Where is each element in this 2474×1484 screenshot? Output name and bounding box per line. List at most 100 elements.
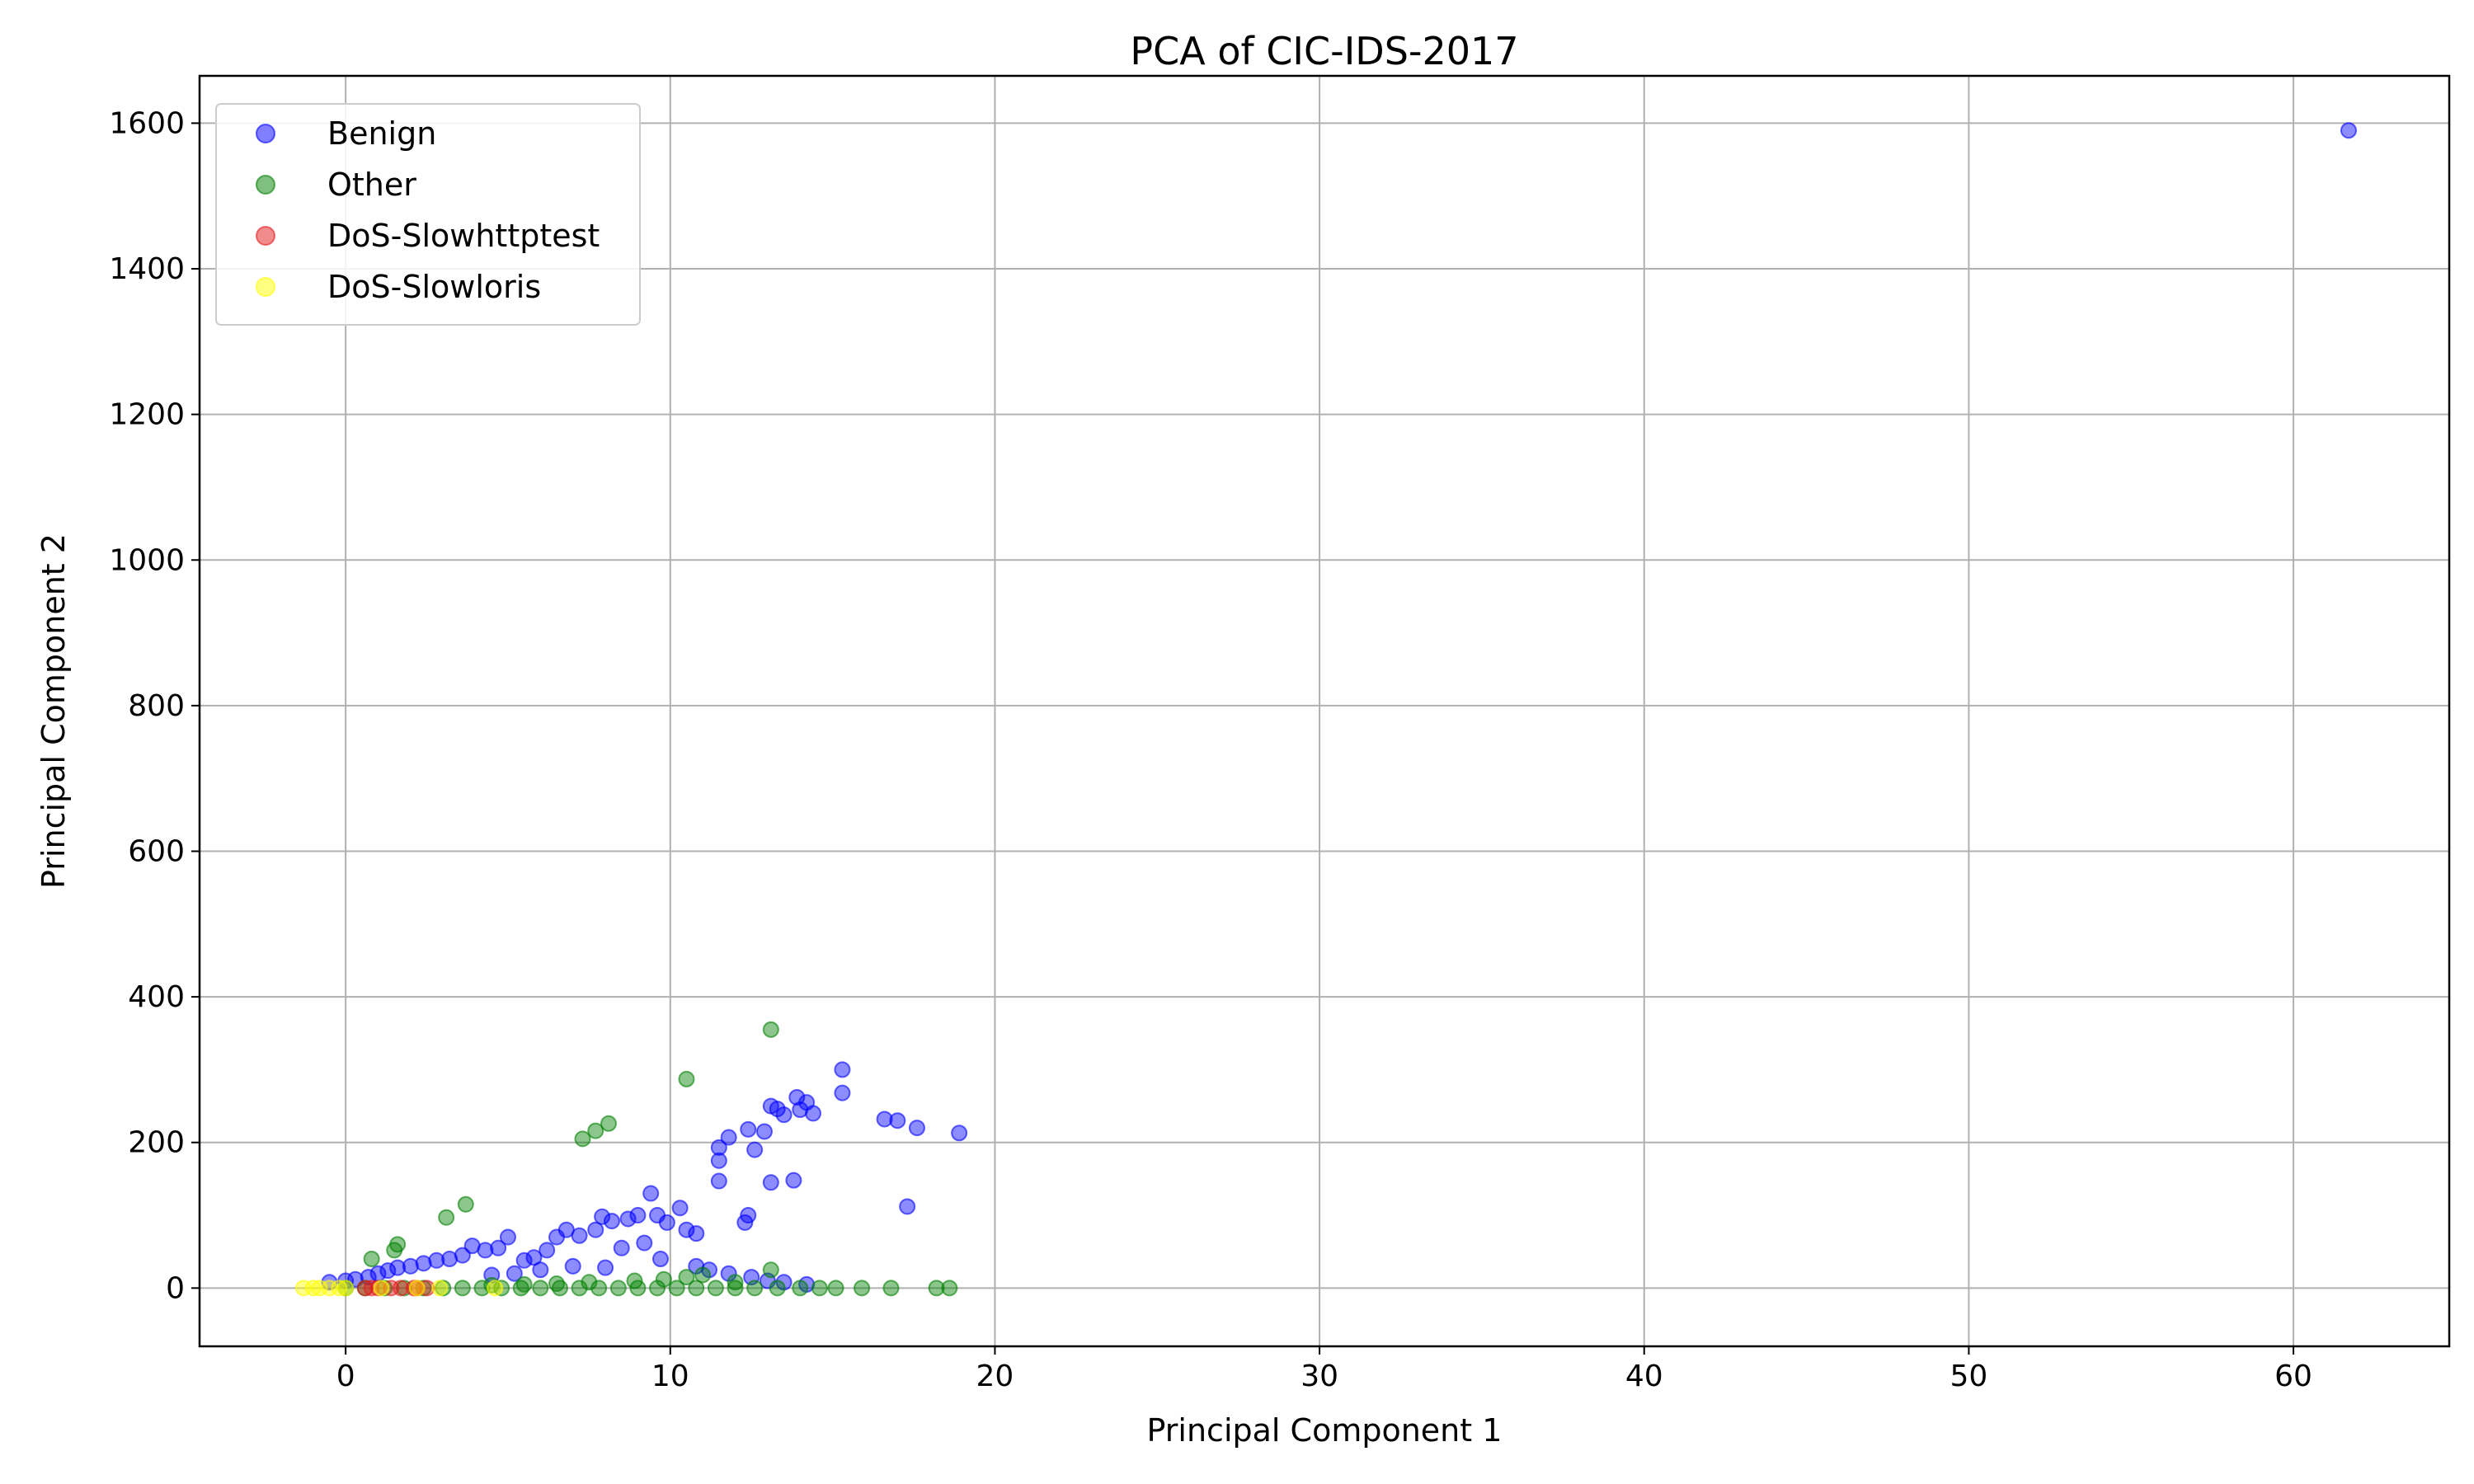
legend-marker <box>256 226 275 246</box>
scatter-point-series-0 <box>899 1198 916 1215</box>
scatter-point-series-0 <box>688 1225 705 1242</box>
scatter-point-series-0 <box>876 1111 893 1128</box>
scatter-point-series-1 <box>941 1280 958 1297</box>
scatter-point-series-0 <box>649 1207 666 1224</box>
legend-marker <box>256 124 275 143</box>
scatter-point-series-0 <box>785 1172 802 1189</box>
scatter-point-series-1 <box>655 1270 672 1288</box>
scatter-point-series-1 <box>882 1280 900 1297</box>
scatter-point-series-3 <box>373 1280 390 1297</box>
scatter-point-series-0 <box>463 1237 481 1255</box>
chart-title: PCA of CIC-IDS-2017 <box>1130 29 1518 73</box>
plot-frame <box>198 74 2451 1348</box>
scatter-point-series-3 <box>337 1280 355 1297</box>
scatter-point-series-0 <box>908 1120 925 1137</box>
scatter-point-series-0 <box>490 1239 507 1256</box>
legend-box <box>215 103 641 326</box>
scatter-point-series-0 <box>834 1061 851 1078</box>
x-tick-label: 40 <box>1625 1360 1663 1393</box>
scatter-point-series-0 <box>539 1242 556 1259</box>
scatter-point-series-1 <box>590 1280 608 1297</box>
scatter-point-series-0 <box>587 1221 604 1238</box>
scatter-point-series-0 <box>2340 122 2357 139</box>
scatter-point-series-0 <box>441 1251 459 1268</box>
scatter-point-series-3 <box>487 1280 504 1297</box>
x-tick-label: 10 <box>651 1360 689 1393</box>
scatter-point-series-1 <box>707 1280 724 1297</box>
scatter-point-series-1 <box>727 1280 744 1297</box>
scatter-point-series-0 <box>379 1262 397 1280</box>
scatter-point-series-0 <box>415 1255 432 1272</box>
scatter-point-series-0 <box>792 1101 809 1118</box>
scatter-point-series-1 <box>515 1275 533 1293</box>
scatter-point-series-0 <box>775 1106 793 1124</box>
scatter-point-series-1 <box>769 1280 786 1297</box>
scatter-point-series-0 <box>499 1228 516 1246</box>
y-tick-label: 200 <box>128 1126 185 1160</box>
x-tick-label: 30 <box>1300 1360 1338 1393</box>
scatter-point-series-1 <box>928 1280 945 1297</box>
x-tick-label: 50 <box>1950 1360 1987 1393</box>
legend-label: Benign <box>327 115 436 152</box>
scatter-point-series-0 <box>710 1172 727 1190</box>
axis-ticks: 0 10 20 30 40 50 60020040060080010001200140016… <box>109 106 2312 1393</box>
y-tick-label: 800 <box>128 689 185 723</box>
y-tick-label: 400 <box>128 980 185 1014</box>
scatter-point-series-0 <box>834 1084 851 1101</box>
scatter-point-series-3 <box>331 1280 348 1297</box>
scatter-point-series-0 <box>678 1221 695 1238</box>
scatter-point-series-1 <box>363 1251 380 1268</box>
scatter-point-series-1 <box>473 1280 491 1297</box>
scatter-point-series-1 <box>678 1070 695 1087</box>
legend-label: Other <box>327 167 416 203</box>
scatter-point-series-3 <box>408 1280 426 1297</box>
scatter-point-series-1 <box>454 1280 471 1297</box>
scatter-point-series-0 <box>762 1174 779 1191</box>
scatter-point-series-1 <box>548 1275 566 1293</box>
scatter-point-series-1 <box>386 1242 403 1259</box>
scatter-point-series-1 <box>727 1274 744 1291</box>
scatter-point-series-0 <box>951 1125 968 1142</box>
data-points <box>294 122 2357 1297</box>
scatter-point-series-1 <box>762 1261 779 1279</box>
scatter-point-series-0 <box>548 1228 566 1246</box>
scatter-point-series-1 <box>438 1209 455 1226</box>
legend-label: DoS-Slowhttptest <box>327 218 600 254</box>
scatter-point-series-1 <box>581 1274 598 1291</box>
scatter-point-series-1 <box>587 1122 604 1139</box>
y-tick-label: 1200 <box>109 398 185 432</box>
scatter-point-series-0 <box>629 1207 647 1224</box>
legend: Benign Other DoS-Slowhttptest DoS-Slowloris <box>215 103 641 326</box>
scatter-point-series-1 <box>827 1280 844 1297</box>
scatter-point-series-1 <box>688 1280 705 1297</box>
scatter-point-series-1 <box>668 1280 685 1297</box>
scatter-point-series-2 <box>356 1280 374 1297</box>
scatter-point-series-1 <box>609 1280 627 1297</box>
legend-label: DoS-Slowloris <box>327 269 541 305</box>
scatter-point-series-1 <box>532 1280 549 1297</box>
y-tick-label: 1400 <box>109 252 185 286</box>
scatter-point-series-0 <box>755 1123 773 1140</box>
scatter-point-series-0 <box>619 1210 637 1228</box>
scatter-point-series-0 <box>594 1208 611 1225</box>
scatter-point-series-0 <box>720 1129 737 1146</box>
scatter-point-series-1 <box>694 1266 712 1284</box>
y-tick-label: 600 <box>128 834 185 868</box>
scatter-point-series-0 <box>532 1261 549 1279</box>
scatter-point-series-1 <box>811 1280 828 1297</box>
scatter-point-series-1 <box>600 1115 617 1132</box>
scatter-point-series-0 <box>710 1139 727 1156</box>
y-tick-label: 0 <box>166 1271 185 1305</box>
scatter-point-series-0 <box>636 1234 653 1252</box>
x-axis-label: Principal Component 1 <box>1147 1412 1503 1449</box>
scatter-point-series-0 <box>402 1257 419 1275</box>
x-tick-label: 20 <box>976 1360 1014 1393</box>
scatter-point-series-1 <box>457 1195 474 1213</box>
scatter-point-series-0 <box>515 1252 533 1269</box>
scatter-point-series-3 <box>304 1280 322 1297</box>
scatter-point-series-1 <box>493 1280 510 1297</box>
y-axis-label: Principal Component 2 <box>35 533 72 889</box>
scatter-point-series-1 <box>792 1280 809 1297</box>
scatter-point-series-0 <box>710 1152 727 1169</box>
